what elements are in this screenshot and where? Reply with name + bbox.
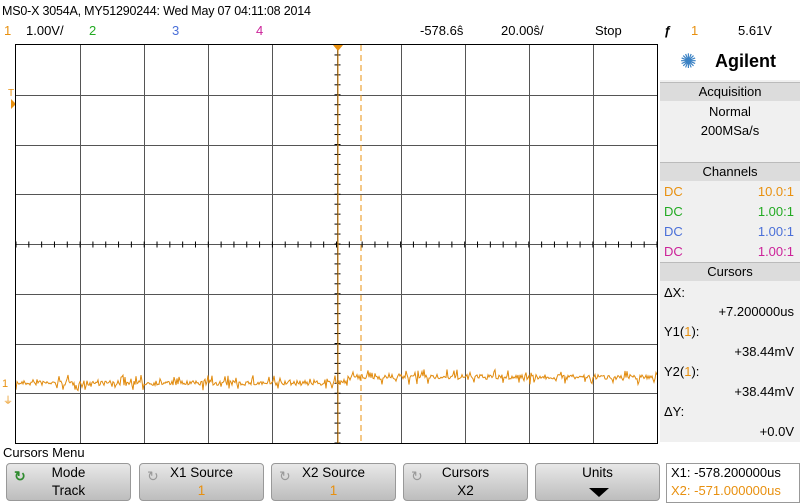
brand-box: ✺ Agilent — [660, 44, 800, 80]
mode-value: Track — [51, 483, 86, 498]
trigger-level-marker[interactable]: T — [8, 88, 15, 99]
cursors-header: Cursors — [660, 262, 800, 281]
ground-icon: ⏚ — [3, 396, 13, 407]
y1-value: +38.44mV — [734, 344, 794, 359]
dx-value: +7.200000us — [718, 304, 794, 319]
submenu-arrow-icon — [589, 488, 609, 497]
trigger-position-icon — [333, 45, 343, 51]
menu-title: Cursors Menu — [3, 445, 85, 460]
status-bar: 1 1.00V/ 2 3 4 -578.6ŝ 20.00ŝ/ Stop ƒ … — [0, 22, 800, 42]
cursors-softkey[interactable]: ↻ Cursors X2 — [403, 463, 528, 501]
time-scale[interactable]: 20.00ŝ/ — [501, 23, 544, 38]
x1-source-softkey[interactable]: ↻ X1 Source 1 — [139, 463, 264, 501]
ch1-probe: 10.0:1 — [757, 184, 794, 199]
y2-label-close: ): — [691, 364, 700, 379]
dy-label: ΔY: — [664, 404, 685, 419]
ch1-coupling: DC — [664, 184, 683, 199]
ch1-number[interactable]: 1 — [4, 23, 12, 38]
side-panel: ✺ Agilent Acquisition Normal 200MSa/s Ch… — [660, 44, 800, 442]
units-label: Units — [582, 465, 613, 480]
brand-name: Agilent — [715, 51, 776, 71]
ch1-scale[interactable]: 1.00V/ — [26, 23, 64, 38]
cursors-label: Cursors — [441, 465, 490, 480]
units-softkey[interactable]: Units — [535, 463, 660, 501]
trigger-level[interactable]: 5.61V — [738, 23, 772, 38]
cursors-value: X2 — [457, 483, 474, 498]
y2-channel: 1 — [684, 364, 692, 379]
y1-channel: 1 — [684, 324, 692, 339]
ch4-number[interactable]: 4 — [256, 23, 264, 38]
rotate-knob-icon: ↻ — [14, 468, 26, 484]
ch4-probe: 1.00:1 — [757, 244, 794, 259]
acq-rate: 200MSa/s — [700, 123, 760, 138]
rotate-knob-icon: ↻ — [147, 468, 159, 484]
ch2-coupling: DC — [664, 204, 683, 219]
acquisition-header: Acquisition — [660, 82, 800, 101]
run-state[interactable]: Stop — [595, 23, 622, 38]
time-offset[interactable]: -578.6ŝ — [420, 23, 464, 38]
trigger-edge-icon: ƒ — [664, 23, 672, 38]
y2-value: +38.44mV — [734, 384, 794, 399]
mode-softkey[interactable]: ↻ Mode Track — [6, 463, 131, 501]
cursor-readout: X1: -578.200000us X2: -571.000000us — [666, 463, 800, 503]
rotate-knob-icon: ↻ — [279, 468, 291, 484]
trigger-channel[interactable]: 1 — [691, 23, 699, 38]
y1-label: Y1(1): — [664, 324, 699, 340]
y2-label: Y2(1): — [664, 364, 699, 380]
waveform-display[interactable] — [15, 44, 658, 444]
rotate-knob-icon: ↻ — [411, 468, 423, 484]
y1-label-close: ): — [691, 324, 700, 339]
graticule-svg — [15, 44, 658, 444]
trigger-level-arrow-icon — [11, 99, 16, 109]
ch3-probe: 1.00:1 — [757, 224, 794, 239]
x2-source-softkey[interactable]: ↻ X2 Source 1 — [271, 463, 396, 501]
ch2-number[interactable]: 2 — [89, 23, 97, 38]
x1-readout: X1: -578.200000us — [671, 465, 781, 480]
ch3-coupling: DC — [664, 224, 683, 239]
mode-label: Mode — [51, 465, 86, 480]
x1-source-label: X1 Source — [169, 465, 234, 480]
agilent-logo-icon: ✺ — [680, 51, 697, 73]
window-title: MS0-X 3054A, MY51290244: Wed May 07 04:1… — [2, 4, 311, 18]
dy-value: +0.0V — [759, 424, 794, 439]
y2-label-text: Y2( — [664, 364, 685, 379]
channels-header: Channels — [660, 162, 800, 181]
dx-label: ΔX: — [664, 285, 685, 300]
ch1-ground-marker[interactable]: 1 — [2, 378, 9, 390]
ch1-waveform-trace — [15, 368, 658, 392]
x2-source-value: 1 — [329, 483, 338, 498]
y1-label-text: Y1( — [664, 324, 685, 339]
x2-source-label: X2 Source — [301, 465, 366, 480]
x2-readout: X2: -571.000000us — [671, 483, 781, 498]
ch3-number[interactable]: 3 — [172, 23, 180, 38]
ch4-coupling: DC — [664, 244, 683, 259]
x1-source-value: 1 — [197, 483, 206, 498]
acq-mode: Normal — [709, 104, 751, 119]
ch2-probe: 1.00:1 — [757, 204, 794, 219]
